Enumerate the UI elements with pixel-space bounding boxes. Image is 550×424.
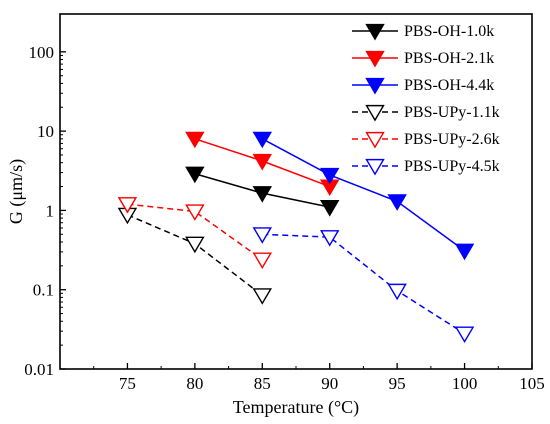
legend-item: PBS-OH-4.4k xyxy=(352,77,494,95)
legend-item: PBS-OH-2.1k xyxy=(352,50,494,68)
legend-marker xyxy=(365,77,385,95)
series-pbs-upy-4-5k xyxy=(252,227,475,343)
legend-item: PBS-OH-1.0k xyxy=(352,23,494,41)
legend-marker xyxy=(365,23,385,41)
series-line xyxy=(262,233,465,335)
data-point xyxy=(319,230,340,247)
legend-item: PBS-UPy-1.1k xyxy=(352,104,500,122)
x-tick-label: 105 xyxy=(519,374,545,393)
series-pbs-upy-2-6k xyxy=(117,197,273,270)
series-pbs-oh-2-1k xyxy=(185,131,340,197)
legend-item: PBS-UPy-2.6k xyxy=(352,131,500,149)
data-point xyxy=(252,153,273,171)
legend-label: PBS-UPy-1.1k xyxy=(404,104,500,121)
data-point xyxy=(387,283,407,301)
data-point xyxy=(319,167,340,185)
legend-marker xyxy=(365,131,385,149)
x-tick-label: 90 xyxy=(321,374,338,393)
data-point xyxy=(252,131,273,149)
data-point xyxy=(252,252,273,270)
series-line xyxy=(127,203,263,261)
tick-layer: 75 80 85 90 95 100 105 0.01 0.1 1 10 100 xyxy=(24,43,545,393)
series-pbs-oh-4-4k xyxy=(252,131,475,261)
series-line xyxy=(127,214,263,296)
legend-marker xyxy=(365,50,385,68)
x-tick-label: 85 xyxy=(254,374,271,393)
legend-item: PBS-UPy-4.5k xyxy=(352,158,500,176)
series-layer xyxy=(117,131,475,343)
x-tick-label: 100 xyxy=(452,374,478,393)
series-pbs-oh-1-0k xyxy=(185,166,340,217)
y-axis-title: G (μm/s) xyxy=(6,159,27,224)
legend-label: PBS-UPy-2.6k xyxy=(404,131,500,148)
legend-label: PBS-OH-4.4k xyxy=(404,77,494,94)
data-point xyxy=(117,197,138,214)
data-point xyxy=(387,194,407,211)
data-point xyxy=(252,227,273,244)
data-point xyxy=(185,131,205,149)
data-point xyxy=(185,236,205,254)
legend-label: PBS-OH-1.0k xyxy=(404,23,494,40)
y-tick-label: 100 xyxy=(29,43,55,62)
data-point xyxy=(252,288,273,305)
y-tick-label: 1 xyxy=(46,201,55,220)
legend-marker xyxy=(365,104,385,122)
y-tick-label: 0.1 xyxy=(33,281,54,300)
legend-label: PBS-OH-2.1k xyxy=(404,50,494,67)
legend-marker xyxy=(365,158,385,176)
x-axis-title: Temperature (°C) xyxy=(233,397,359,418)
data-point xyxy=(319,200,340,217)
y-tick-label: 0.01 xyxy=(24,360,54,379)
data-point xyxy=(185,166,205,184)
series-line xyxy=(261,138,466,252)
data-point xyxy=(454,243,475,261)
legend: PBS-OH-1.0k PBS-OH-2.1k PBS-OH-4.4k PBS-UPy… xyxy=(352,23,500,176)
data-point xyxy=(185,204,205,221)
data-point xyxy=(252,186,273,203)
y-tick-label: 10 xyxy=(37,122,54,141)
x-tick-label: 95 xyxy=(389,374,406,393)
series-pbs-upy-1-1k xyxy=(117,207,273,305)
legend-label: PBS-UPy-4.5k xyxy=(404,158,500,175)
plot-frame xyxy=(59,13,533,370)
x-tick-label: 80 xyxy=(186,374,203,393)
data-point xyxy=(454,326,475,343)
x-tick-label: 75 xyxy=(119,374,136,393)
